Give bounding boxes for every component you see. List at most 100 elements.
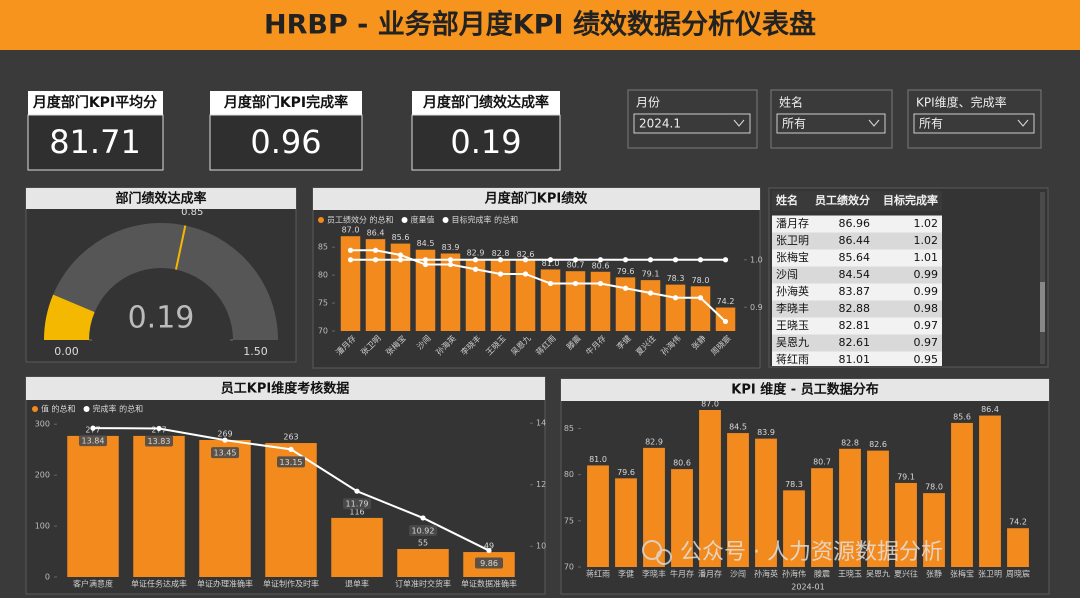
line-point (472, 257, 479, 263)
line-point (722, 318, 729, 325)
data-label: 11.79 (346, 500, 369, 509)
slicer-value: 所有 (782, 117, 806, 131)
kpi-label-box (412, 91, 560, 115)
slicer-dropdown[interactable] (776, 113, 886, 134)
line-point (572, 257, 579, 263)
data-label: 9.86 (480, 559, 498, 568)
line-point (347, 257, 354, 263)
table-row-bg (772, 351, 942, 366)
table-cell: 张梅宝 (776, 250, 809, 264)
line-point (497, 257, 504, 263)
x-tick-label: 滕震 (814, 569, 830, 579)
table-cell: 0.97 (914, 336, 939, 349)
slicer-value: 2024.1 (639, 117, 681, 131)
y-tick-label: 0.9 (750, 303, 763, 312)
line-point (486, 547, 492, 554)
x-tick-label: 潘月存 (698, 569, 722, 579)
panel-title: 员工KPI维度考核数据 (221, 381, 349, 397)
slicer-dropdown[interactable] (913, 113, 1035, 134)
data-label: 84.5 (417, 239, 435, 248)
line-point (697, 295, 704, 301)
table-cell: 蒋红雨 (776, 353, 809, 366)
data-label: 79.1 (642, 270, 660, 279)
legend-label: 员工绩效分 的总和 (327, 215, 394, 225)
x-tick-label: 吴恩九 (866, 570, 890, 579)
scrollbar-track (1040, 192, 1045, 364)
line-point (472, 266, 479, 272)
line-point (397, 257, 404, 263)
x-tick-label: 单证数据准确率 (461, 579, 517, 589)
table-row-bg (772, 232, 942, 250)
y-tick-label: 75 (318, 299, 328, 308)
bar (979, 415, 1001, 567)
y-tick-label: 0 (45, 573, 50, 582)
x-tick-label: 张静 (926, 569, 942, 579)
table-cell: 82.88 (839, 302, 871, 315)
x-tick-label: 孙海英 (754, 569, 778, 579)
data-label: 87.0 (701, 400, 719, 409)
x-tick-label: 张卫明 (978, 570, 1002, 579)
bar (615, 478, 637, 567)
line-point (672, 257, 679, 263)
table-cell: 86.96 (839, 217, 871, 230)
line-point (447, 257, 454, 263)
table-cell: 孙海英 (776, 284, 809, 298)
data-label: 82.9 (467, 249, 485, 258)
kpi-value: 0.19 (450, 123, 521, 161)
x-tick-label: 张梅宝 (950, 569, 974, 579)
table-cell: 86.44 (839, 234, 871, 247)
x-tick-label: 客户满意度 (73, 579, 113, 589)
line-point (422, 261, 429, 268)
gauge-range-label: 0.00 (54, 345, 79, 358)
bar (565, 271, 586, 331)
bar (440, 253, 461, 331)
slicer: KPI维度、完成率 所有 (907, 89, 1042, 149)
table-cell: 王晓玉 (776, 319, 809, 332)
line-point (420, 515, 426, 521)
x-tick-label: 孙海伟 (782, 569, 806, 579)
data-label: 74.2 (717, 297, 735, 306)
line-point (597, 280, 604, 287)
data-label-box (211, 447, 239, 459)
y-tick-label: 1.0 (750, 255, 763, 264)
data-label: 80.7 (567, 261, 585, 270)
scrollbar-thumb[interactable] (1040, 282, 1045, 332)
data-label: 79.6 (617, 468, 635, 477)
legend-label: 度量值 (411, 215, 435, 225)
data-label-box (475, 557, 503, 569)
gauge-value-label: 0.19 (128, 301, 195, 336)
data-label: 49 (484, 542, 494, 551)
bar (590, 271, 611, 331)
data-label: 116 (349, 507, 364, 516)
bar (640, 280, 661, 331)
slicer: 姓名 所有 (770, 89, 893, 149)
table-row-bg (772, 300, 942, 318)
slicer-label: 月份 (636, 96, 660, 110)
bar (671, 469, 693, 567)
data-label: 82.6 (517, 250, 535, 259)
data-label: 81.0 (542, 259, 560, 268)
x-tick-label: 夏兴往 (894, 569, 918, 579)
data-label: 80.7 (813, 458, 831, 467)
y-tick-label: 100 (35, 522, 50, 531)
line-point (722, 257, 729, 263)
data-label: 79.6 (617, 267, 635, 276)
data-label: 78.3 (785, 480, 803, 489)
table-header: 姓名 (776, 193, 798, 207)
bar (895, 482, 917, 567)
slicer-label: KPI维度、完成率 (916, 95, 1007, 110)
x-tick-label: 沙闯 (730, 569, 746, 579)
slicer-dropdown[interactable] (633, 113, 751, 134)
bar (699, 410, 721, 567)
table-cell: 1.01 (914, 251, 939, 264)
data-label: 55 (418, 538, 428, 547)
line-point (372, 257, 379, 263)
data-label: 80.6 (592, 261, 610, 270)
data-label: 13.83 (148, 437, 171, 446)
data-label: 78.3 (667, 274, 685, 283)
y-tick-label: 12 (536, 480, 546, 489)
x-tick-label: 单证制作及时率 (263, 579, 319, 589)
bar (839, 448, 861, 567)
legend-marker (442, 217, 449, 223)
